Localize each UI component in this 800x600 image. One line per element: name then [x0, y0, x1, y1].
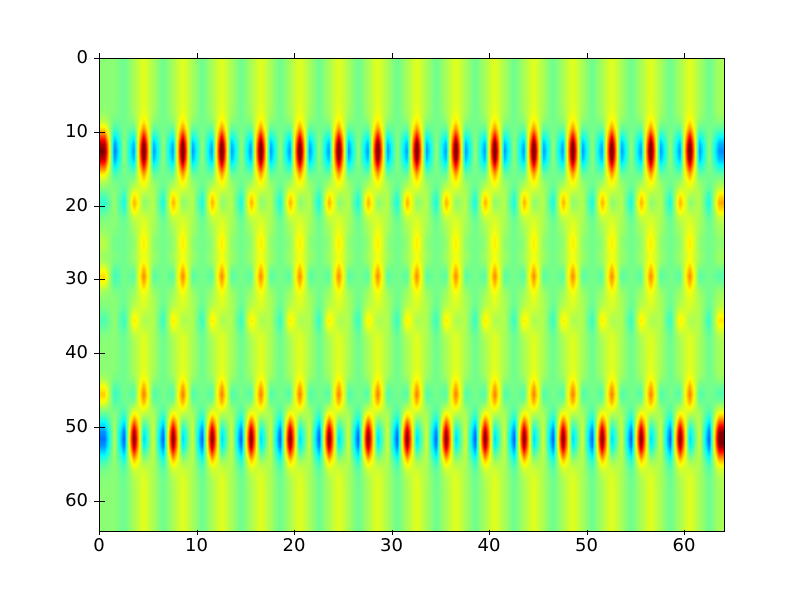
- x-tick-mark-top: [99, 53, 100, 58]
- y-tick-mark-right: [100, 500, 105, 502]
- y-tick-mark-right: [100, 353, 105, 354]
- y-tick-label: 20: [65, 194, 88, 216]
- y-tick-mark-right: [100, 131, 105, 133]
- y-tick-label: 40: [65, 342, 88, 363]
- y-tick-mark-right: [100, 279, 105, 281]
- y-tick-mark: [94, 131, 99, 133]
- y-tick-mark-right: [100, 58, 105, 59]
- y-tick-label: 30: [65, 268, 88, 290]
- x-tick-mark: [99, 530, 100, 535]
- y-tick-label: 50: [65, 415, 88, 437]
- x-tick-label: 40: [477, 535, 501, 556]
- x-tick-mark-top: [391, 53, 393, 58]
- x-tick-mark-top: [489, 53, 490, 58]
- y-tick-mark-right: [100, 205, 105, 207]
- x-tick-mark: [684, 530, 685, 535]
- x-tick-mark-top: [196, 53, 198, 58]
- x-tick-label: 50: [575, 535, 598, 556]
- y-tick-mark: [94, 500, 99, 502]
- y-tick-label: 0: [76, 47, 88, 68]
- y-tick-mark: [94, 353, 99, 354]
- y-tick-label: 10: [65, 120, 88, 142]
- x-tick-mark: [196, 530, 198, 535]
- x-tick-mark: [294, 530, 295, 535]
- y-tick-mark-right: [100, 426, 105, 428]
- heatmap-axes[interactable]: [99, 58, 725, 532]
- x-tick-mark-top: [586, 53, 588, 58]
- y-tick-label: 60: [65, 489, 88, 511]
- x-tick-label: 10: [185, 535, 208, 556]
- x-tick-mark-top: [294, 53, 295, 58]
- x-tick-mark-top: [684, 53, 685, 58]
- x-tick-label: 60: [672, 535, 696, 556]
- y-tick-mark: [94, 426, 99, 428]
- x-tick-label: 20: [282, 535, 306, 556]
- y-tick-mark: [94, 58, 99, 59]
- x-tick-mark: [489, 530, 490, 535]
- x-tick-mark: [391, 530, 393, 535]
- x-tick-label: 30: [380, 535, 403, 556]
- heatmap-image: [100, 59, 724, 531]
- y-tick-mark: [94, 279, 99, 281]
- x-tick-mark: [586, 530, 588, 535]
- y-tick-mark: [94, 205, 99, 207]
- x-tick-label: 0: [93, 535, 105, 556]
